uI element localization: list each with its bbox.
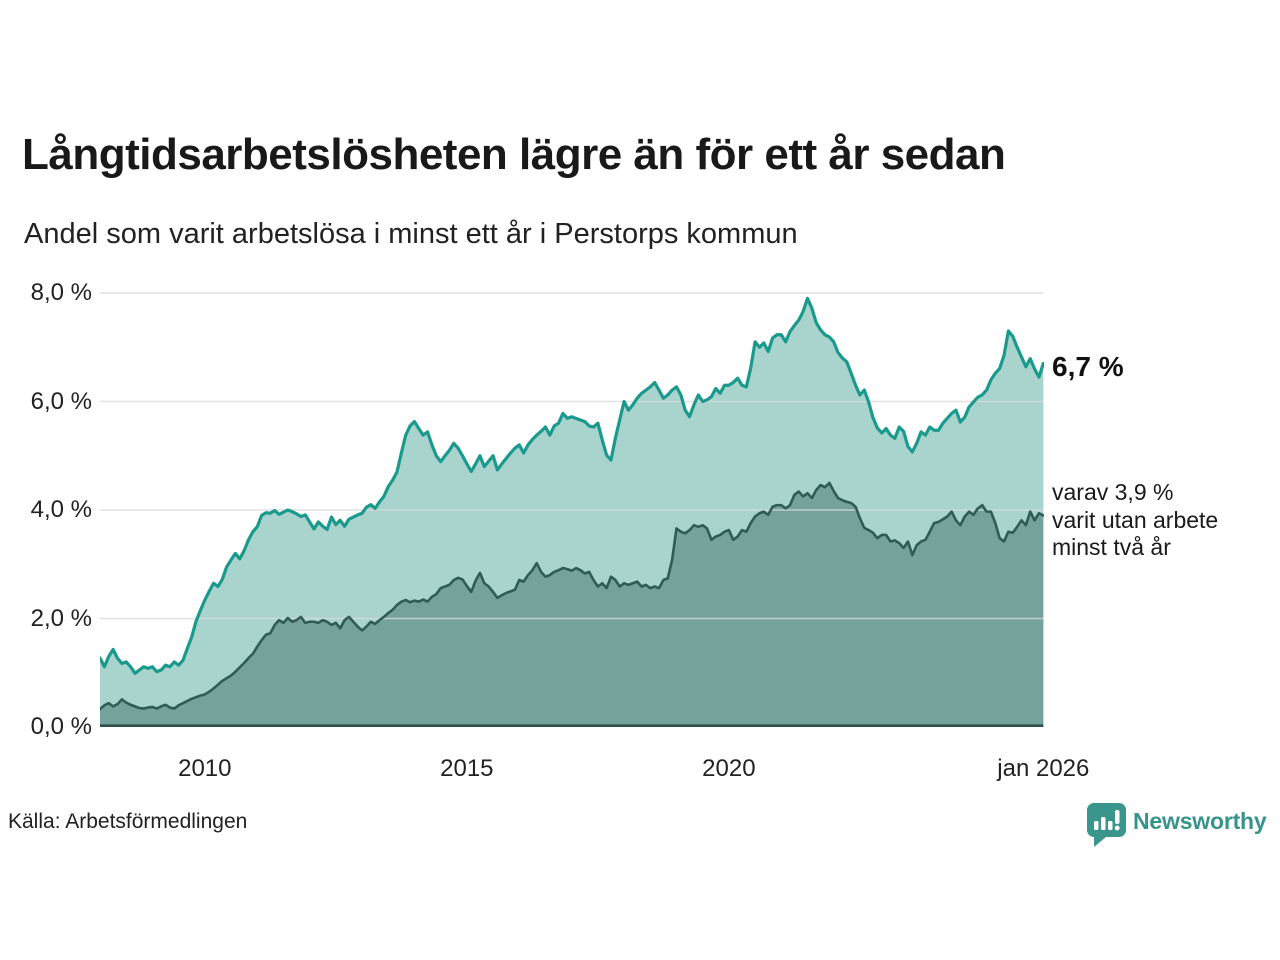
- line-total: [100, 296, 1044, 675]
- y-tick-label: 6,0 %: [30, 387, 92, 415]
- line-long-term: [100, 481, 1044, 711]
- newsworthy-logo: Newsworthy: [1086, 802, 1267, 853]
- end-value-long-label: varav 3,9 % varit utan arbete minst två år: [1052, 479, 1218, 562]
- y-tick-label: 8,0 %: [30, 279, 92, 306]
- x-tick-label: 2020: [702, 755, 756, 782]
- end-value-long-label-line: varit utan arbete: [1052, 506, 1219, 533]
- area-chart: [100, 292, 1044, 728]
- newsworthy-wordmark: Newsworthy: [1133, 808, 1267, 834]
- source-caption: Källa: Arbetsförmedlingen: [8, 810, 248, 833]
- y-tick-label: 2,0 %: [30, 604, 92, 632]
- x-tick-label: 2015: [440, 755, 494, 782]
- end-value-long-label-line: varav 3,9 %: [1052, 479, 1174, 505]
- newsworthy-speech-bubble-chart-icon: [1086, 802, 1126, 853]
- x-tick-label: jan 2026: [997, 755, 1090, 782]
- page-subtitle: Andel som varit arbetslösa i minst ett å…: [24, 218, 798, 250]
- page-title: Långtidsarbetslösheten lägre än för ett …: [22, 130, 1006, 179]
- area-long-term: [100, 482, 1044, 727]
- y-tick-label: 0,0 %: [30, 713, 92, 740]
- end-value-long-label-line: minst två år: [1052, 534, 1171, 560]
- y-tick-label: 4,0 %: [30, 496, 92, 523]
- end-value-total-label: 6,7 %: [1052, 351, 1124, 382]
- x-tick-label: 2010: [178, 755, 232, 782]
